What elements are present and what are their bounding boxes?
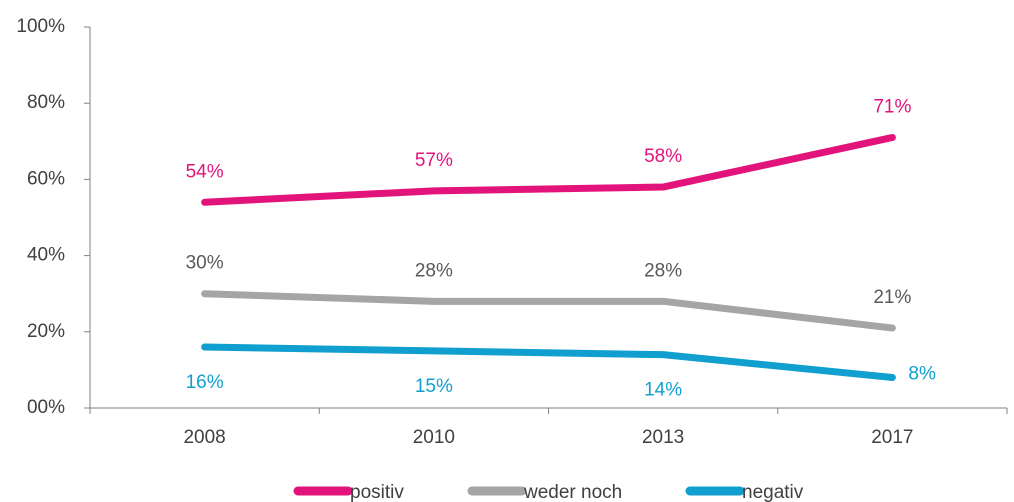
data-label: 16% [186,372,224,393]
data-label: 8% [908,364,936,385]
data-label: 28% [415,260,453,281]
data-label: 15% [415,376,453,397]
y-tick-label: 20% [27,321,65,342]
data-label: 21% [873,287,911,308]
legend-label: negativ [742,482,804,502]
data-label: 14% [644,380,682,401]
legend-label: weder noch [523,482,622,502]
y-tick-label: 00% [27,397,65,418]
y-tick-label: 60% [27,168,65,189]
series-line [201,290,896,332]
x-tick-label: 2010 [413,427,455,448]
data-label: 28% [644,260,682,281]
data-label: 54% [186,161,224,182]
y-tick-label: 40% [27,245,65,266]
x-tick-label: 2013 [642,427,684,448]
x-tick-label: 2008 [183,427,225,448]
y-tick-label: 80% [27,92,65,113]
data-label: 58% [644,146,682,167]
x-tick-label: 2017 [871,427,913,448]
data-label: 57% [415,150,453,171]
series-line [201,343,896,382]
series-line [201,133,896,206]
data-label: 71% [873,97,911,118]
legend-label: positiv [350,482,404,502]
data-label: 30% [186,253,224,274]
y-tick-label: 100% [16,16,65,37]
